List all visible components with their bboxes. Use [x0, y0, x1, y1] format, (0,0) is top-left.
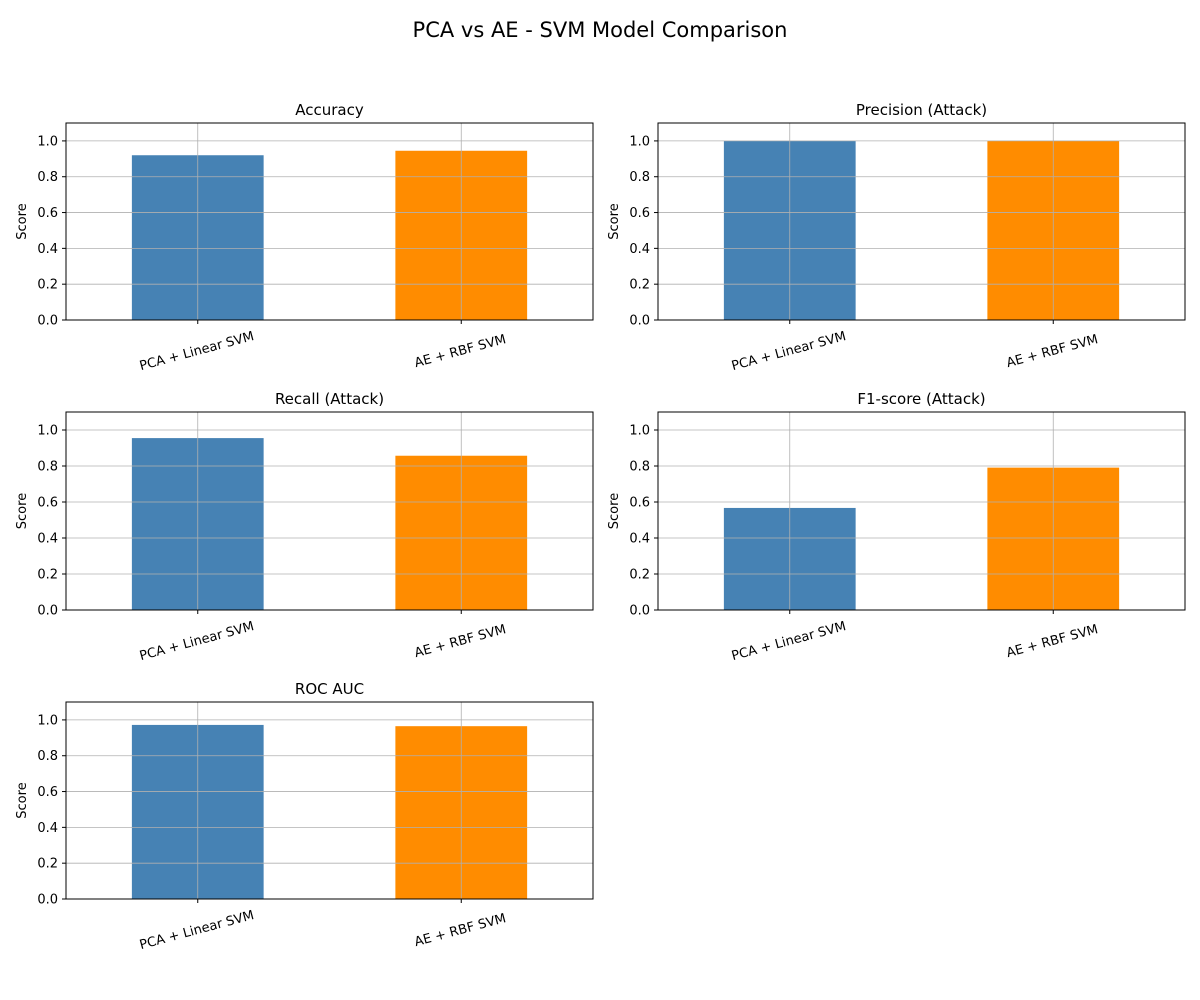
subplot: 0.0 0.2 0.4 0.6 0.8 1.0 PCA + Linear SVM AE + R…: [15, 390, 594, 664]
y-axis-label: Score: [607, 203, 622, 239]
x-tick-label: PCA + Linear SVM: [138, 908, 256, 953]
y-tick-label: 0.8: [629, 170, 650, 185]
y-tick-label: 0.2: [37, 568, 58, 583]
axes-frame: [657, 122, 1186, 321]
axes-frame: [65, 411, 594, 611]
x-tick-label: PCA + Linear SVM: [730, 329, 848, 374]
y-axis-label: Score: [15, 782, 30, 818]
figure-title: PCA vs AE - SVM Model Comparison: [413, 18, 788, 42]
subplot: 0.0 0.2 0.4 0.6 0.8 1.0 PCA + Linear SVM AE + R…: [607, 390, 1186, 664]
x-tick-label: AE + RBF SVM: [413, 332, 508, 371]
y-tick-label: 0.8: [629, 460, 650, 475]
y-tick-label: 0.4: [37, 532, 58, 547]
x-tick-label: AE + RBF SVM: [1005, 622, 1100, 661]
x-tick-label: PCA + Linear SVM: [138, 329, 256, 374]
y-tick-label: 0.6: [629, 496, 650, 511]
y-tick-label: 1.0: [37, 424, 58, 439]
subplot: 0.0 0.2 0.4 0.6 0.8 1.0 PCA + Linear SVM AE + R…: [15, 101, 594, 374]
x-tick-label: PCA + Linear SVM: [138, 619, 256, 664]
y-tick-label: 0.2: [629, 278, 650, 293]
x-tick-label: AE + RBF SVM: [1005, 332, 1100, 371]
y-tick-label: 0.2: [37, 857, 58, 872]
y-tick-label: 1.0: [37, 713, 58, 728]
y-tick-label: 0.8: [37, 749, 58, 764]
y-tick-label: 0.0: [629, 604, 650, 619]
y-tick-label: 1.0: [37, 134, 58, 149]
axes-frame: [65, 122, 594, 321]
y-tick-label: 0.0: [629, 314, 650, 329]
subplot-title: Accuracy: [295, 101, 364, 119]
axes-frame: [65, 701, 594, 900]
y-tick-label: 0.0: [37, 893, 58, 908]
y-tick-label: 0.0: [37, 604, 58, 619]
y-tick-label: 1.0: [629, 134, 650, 149]
y-axis-label: Score: [15, 493, 30, 529]
y-tick-label: 0.6: [37, 785, 58, 800]
y-tick-label: 0.4: [37, 821, 58, 836]
y-axis-label: Score: [607, 493, 622, 529]
subplot-title: F1-score (Attack): [857, 390, 985, 408]
y-tick-label: 0.4: [629, 532, 650, 547]
axes-frame: [657, 411, 1186, 611]
y-tick-label: 1.0: [629, 424, 650, 439]
y-tick-label: 0.8: [37, 460, 58, 475]
y-tick-label: 0.6: [37, 496, 58, 511]
subplot-title: ROC AUC: [295, 680, 364, 698]
y-tick-label: 0.2: [37, 278, 58, 293]
y-axis-label: Score: [15, 203, 30, 239]
y-tick-label: 0.4: [629, 242, 650, 257]
y-tick-label: 0.4: [37, 242, 58, 257]
x-tick-label: AE + RBF SVM: [413, 911, 508, 950]
x-tick-label: AE + RBF SVM: [413, 622, 508, 661]
y-tick-label: 0.8: [37, 170, 58, 185]
subplot-title: Precision (Attack): [856, 101, 987, 119]
subplot-grid: 0.0 0.2 0.4 0.6 0.8 1.0 PCA + Linear SVM AE + R…: [15, 101, 1186, 953]
x-tick-label: PCA + Linear SVM: [730, 619, 848, 664]
subplot-title: Recall (Attack): [275, 390, 384, 408]
y-tick-label: 0.6: [629, 206, 650, 221]
subplot: 0.0 0.2 0.4 0.6 0.8 1.0 PCA + Linear SVM AE + R…: [15, 680, 594, 953]
y-tick-label: 0.0: [37, 314, 58, 329]
y-tick-label: 0.2: [629, 568, 650, 583]
y-tick-label: 0.6: [37, 206, 58, 221]
subplot: 0.0 0.2 0.4 0.6 0.8 1.0 PCA + Linear SVM AE + R…: [607, 101, 1186, 374]
